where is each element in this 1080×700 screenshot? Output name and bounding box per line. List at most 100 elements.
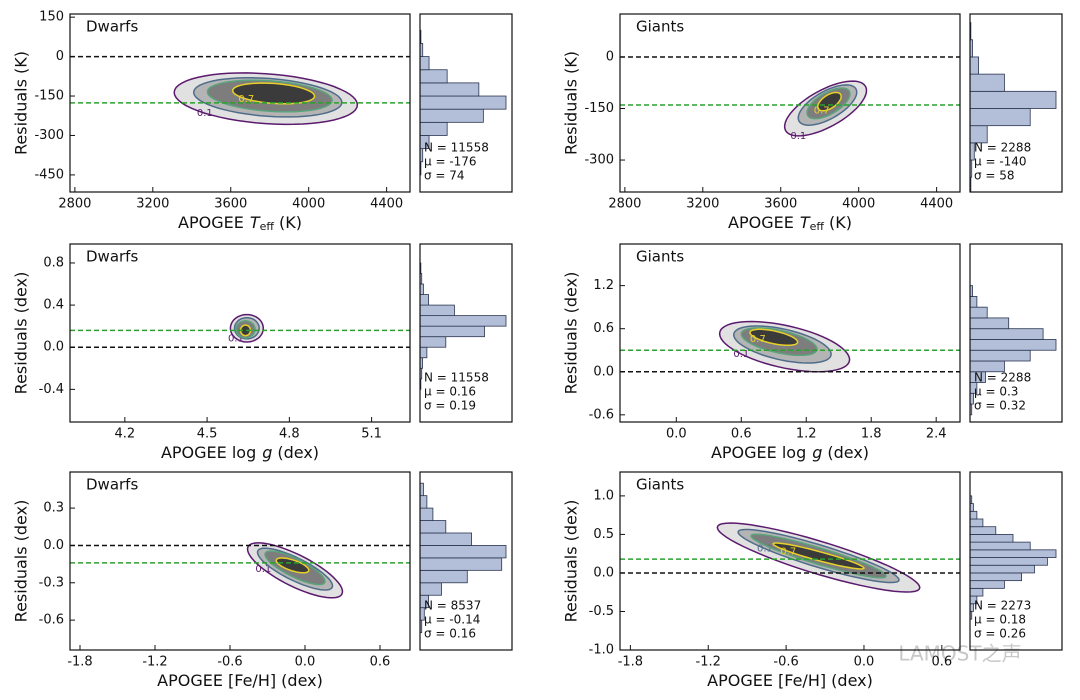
hist-bar (970, 541, 1031, 551)
x-tick-label: 4.5 (197, 427, 218, 442)
x-tick-label: -1.8 (67, 655, 92, 670)
axes-frame (619, 243, 961, 423)
hist-bar (420, 482, 424, 497)
hist-bar (970, 328, 1044, 340)
y-axis-label: Residuals (dex) (12, 500, 31, 623)
x-tick-label: 0.6 (931, 655, 952, 670)
hist-bar (420, 346, 428, 359)
hist-frame (419, 243, 513, 423)
y-tick-label: -300 (584, 153, 614, 168)
x-axis-label: APOGEE [Fe/H] (dex) (157, 671, 323, 690)
hist-frame (419, 471, 513, 651)
stat-text: N = 2273 (974, 599, 1031, 613)
x-axis-label: APOGEE [Fe/H] (dex) (707, 671, 873, 690)
x-label-sub: eff (810, 220, 825, 233)
y-tick-label: -0.5 (589, 604, 614, 619)
hist-bar (420, 569, 468, 584)
panel: 0.1 4.2 4.5 4.8 5.1 0.8 0.4 0.0 -0.4 Dwarfs APOGEE… (12, 243, 513, 462)
contour-label: 0.1 (790, 131, 806, 142)
x-tick-label: -1.2 (142, 655, 167, 670)
hist-bar (420, 325, 485, 338)
y-tick-label: -150 (584, 101, 614, 116)
stat-text: μ = -0.14 (424, 613, 480, 627)
y-tick-label: 0.0 (43, 538, 64, 553)
x-tick-label: 4000 (292, 197, 325, 212)
contour-label: 0.7 (750, 334, 766, 345)
x-tick-label: 0.0 (854, 655, 875, 670)
plot-area: 0.10.7 (620, 320, 960, 373)
panel-label: Giants (636, 476, 684, 494)
x-label-text: APOGEE log (161, 443, 256, 462)
x-axis-label: APOGEE Teff (K) (728, 213, 852, 234)
y-tick-label: 150 (39, 10, 64, 25)
hist-bar (970, 587, 984, 597)
stat-text: N = 11558 (424, 141, 489, 155)
stat-text: σ = 74 (424, 169, 465, 183)
x-tick-label: 2800 (58, 197, 91, 212)
x-tick-label: 3600 (214, 197, 247, 212)
y-tick-label: -0.4 (39, 382, 64, 397)
y-tick-label: 0.0 (593, 364, 614, 379)
x-label-var: T (800, 213, 811, 232)
axes-frame (619, 13, 961, 193)
y-tick-label: 0.8 (43, 255, 64, 270)
x-label-var: g (262, 443, 272, 462)
histogram (970, 495, 1057, 620)
x-label-unit: (dex) (277, 443, 319, 462)
x-tick-label: 1.8 (861, 427, 882, 442)
y-tick-label: 0 (606, 49, 614, 64)
hist-bar (970, 295, 978, 308)
y-tick-label: 1.0 (593, 488, 614, 503)
x-axis-label: APOGEE log g (dex) (711, 443, 869, 462)
hist-bar (970, 108, 1031, 127)
contour (275, 557, 310, 574)
x-tick-label: 4000 (842, 197, 875, 212)
x-tick-label: 4.2 (114, 427, 135, 442)
x-tick-label: 5.1 (361, 427, 382, 442)
hist-frame (419, 13, 513, 193)
x-label-unit: (dex) (827, 443, 869, 462)
x-tick-label: 3600 (764, 197, 797, 212)
hist-bar (420, 108, 484, 123)
panel-label: Dwarfs (86, 476, 138, 494)
hist-bar (970, 317, 1010, 330)
hist-bar (970, 73, 1005, 92)
histogram (420, 29, 507, 176)
hist-bar (420, 43, 424, 57)
stat-text: σ = 0.26 (974, 627, 1026, 641)
hist-bar (420, 95, 507, 110)
stat-text: σ = 0.32 (974, 399, 1026, 413)
hist-bar (420, 545, 507, 559)
x-tick-label: 4400 (370, 197, 403, 212)
x-tick-label: 0.6 (731, 427, 752, 442)
hist-bar (420, 520, 447, 534)
histogram (970, 22, 1057, 192)
x-label-text: APOGEE [Fe/H] (dex) (707, 671, 873, 690)
stat-text: N = 2288 (974, 141, 1031, 155)
hist-bar (970, 518, 984, 528)
hist-bar (970, 495, 973, 504)
x-label-unit: (K) (829, 213, 852, 232)
y-tick-label: 0.0 (593, 565, 614, 580)
panel: 0.1 0.7 2800 3200 3600 4000 4400 0 -150 -300 Giant… (562, 13, 1063, 234)
plot-area: 0.10.7 (70, 55, 410, 126)
hist-bar (970, 557, 1048, 566)
contour-label: 0.7 (814, 106, 830, 117)
contour (817, 91, 842, 112)
stat-text: μ = -176 (424, 155, 477, 169)
x-label-text: APOGEE log (711, 443, 806, 462)
stat-text: N = 8537 (424, 599, 481, 613)
contour (772, 542, 865, 570)
y-tick-label: 0 (56, 49, 64, 64)
hist-bar (420, 495, 428, 509)
panel: 0.1 -1.8 -1.2 -0.6 0.0 0.6 0.3 0.0 -0.3 -0.6 Dwarf… (12, 471, 513, 690)
hist-bar (420, 557, 503, 571)
panel-label: Giants (636, 248, 684, 266)
hist-bar (970, 56, 980, 75)
stat-text: μ = -140 (974, 155, 1027, 169)
x-tick-label: 3200 (686, 197, 719, 212)
hist-bar (970, 349, 1031, 362)
hist-bar (420, 82, 480, 97)
hist-bar (970, 549, 1057, 558)
